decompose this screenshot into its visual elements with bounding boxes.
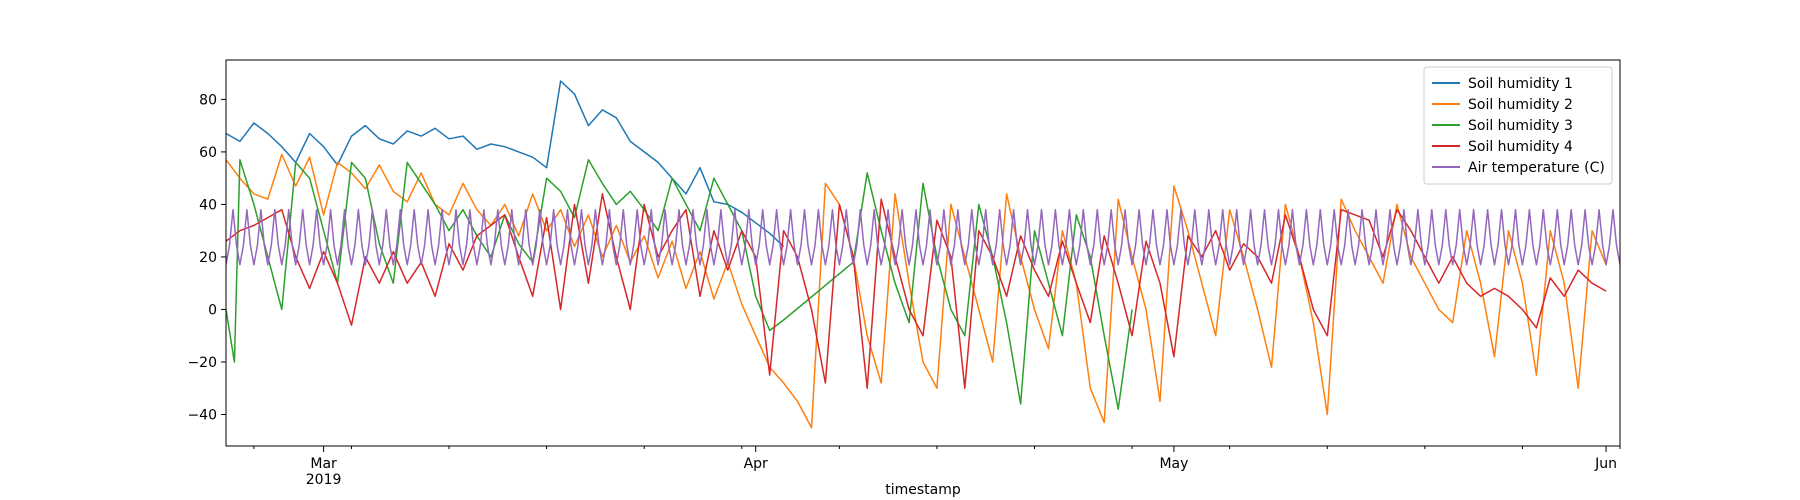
legend-entry: Soil humidity 1	[1468, 76, 1573, 92]
legend: Soil humidity 1 Soil humidity 2 Soil humid…	[1423, 66, 1613, 185]
plot-frame	[225, 59, 1621, 447]
legend-box	[1423, 66, 1613, 185]
series-line-4	[226, 193, 1607, 389]
x-tick-label: Jun	[1594, 456, 1617, 472]
y-tick-label: −40	[187, 407, 217, 423]
series-line-1	[226, 80, 785, 247]
x-tick-label: Apr	[744, 456, 768, 472]
y-tick-label: 80	[199, 92, 217, 108]
y-axis: −40 −20 0 20 40 60 80	[187, 92, 226, 423]
y-tick-label: −20	[187, 355, 217, 371]
y-tick-label: 20	[199, 250, 217, 266]
y-tick-label: 60	[199, 145, 217, 161]
series-line-5	[226, 208, 1620, 266]
x-tick-sublabel: 2019	[306, 472, 342, 488]
legend-entry: Soil humidity 4	[1468, 139, 1573, 155]
x-tick-label: Mar	[310, 456, 337, 472]
legend-entry: Soil humidity 3	[1468, 118, 1573, 134]
series-layer	[226, 80, 1620, 429]
legend-entry: Air temperature (C)	[1468, 160, 1605, 176]
y-tick-label: 0	[208, 302, 217, 318]
legend-entry: Soil humidity 2	[1468, 97, 1573, 113]
x-axis-label: timestamp	[885, 482, 961, 498]
y-tick-label: 40	[199, 197, 217, 213]
x-tick-label: May	[1159, 456, 1188, 472]
